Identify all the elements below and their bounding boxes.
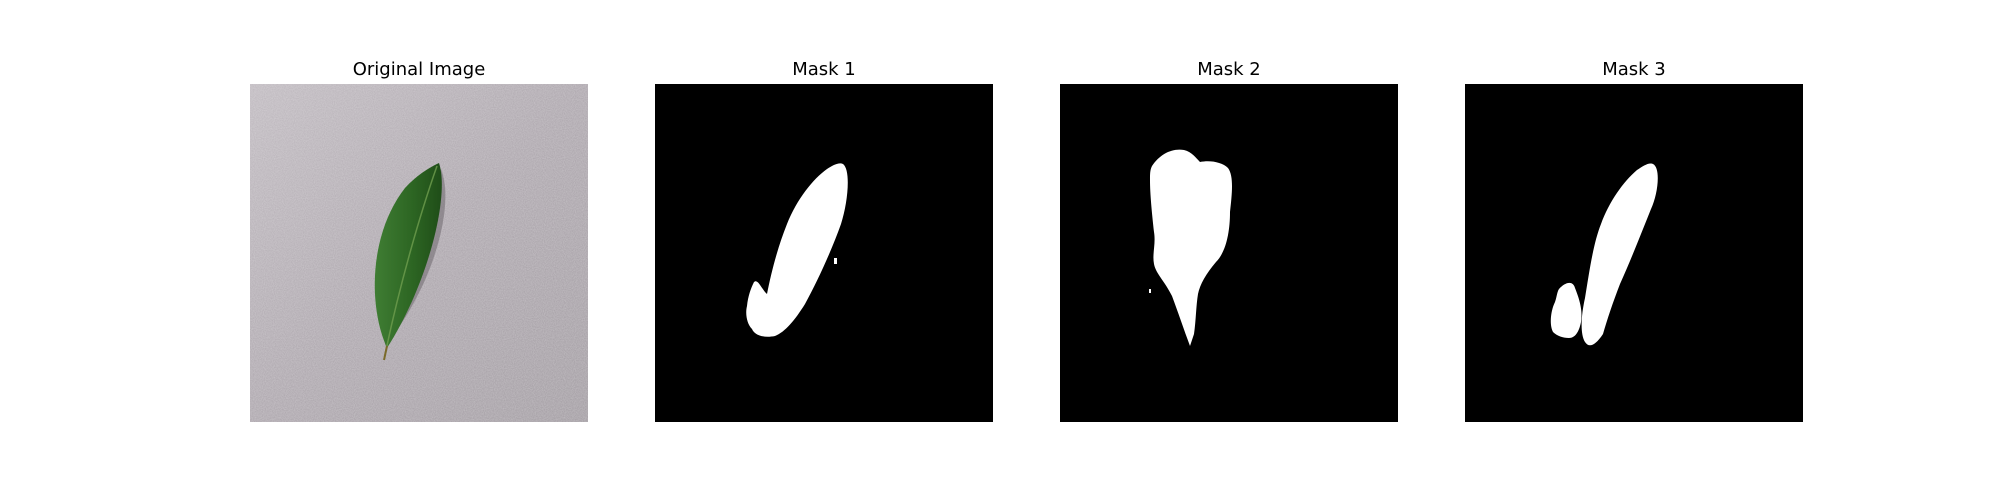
mask-2-speck xyxy=(1149,289,1151,293)
mask-2-background xyxy=(1060,84,1398,422)
panel-title-mask-1: Mask 1 xyxy=(792,59,856,80)
original-image-svg xyxy=(250,84,588,422)
original-image xyxy=(250,84,588,422)
mask-2-image xyxy=(1060,84,1398,422)
mask-1-image xyxy=(655,84,993,422)
leaf-stem xyxy=(383,345,388,361)
mask-3-background xyxy=(1465,84,1803,422)
mask-1-shape xyxy=(746,163,848,337)
panel-title-original-image: Original Image xyxy=(352,59,486,80)
mask-3-svg xyxy=(1465,84,1803,422)
mask-2-shape xyxy=(1150,149,1232,346)
panel-title-mask-2: Mask 2 xyxy=(1197,59,1261,80)
mask-3-blob xyxy=(1550,282,1582,338)
mask-1-svg xyxy=(655,84,993,422)
panel-title-mask-3: Mask 3 xyxy=(1602,59,1666,80)
mask-1-speck xyxy=(834,258,837,264)
mask-3-image xyxy=(1465,84,1803,422)
leaf-midrib xyxy=(385,165,438,351)
mask-3-shape xyxy=(1581,163,1658,346)
mask-2-svg xyxy=(1060,84,1398,422)
